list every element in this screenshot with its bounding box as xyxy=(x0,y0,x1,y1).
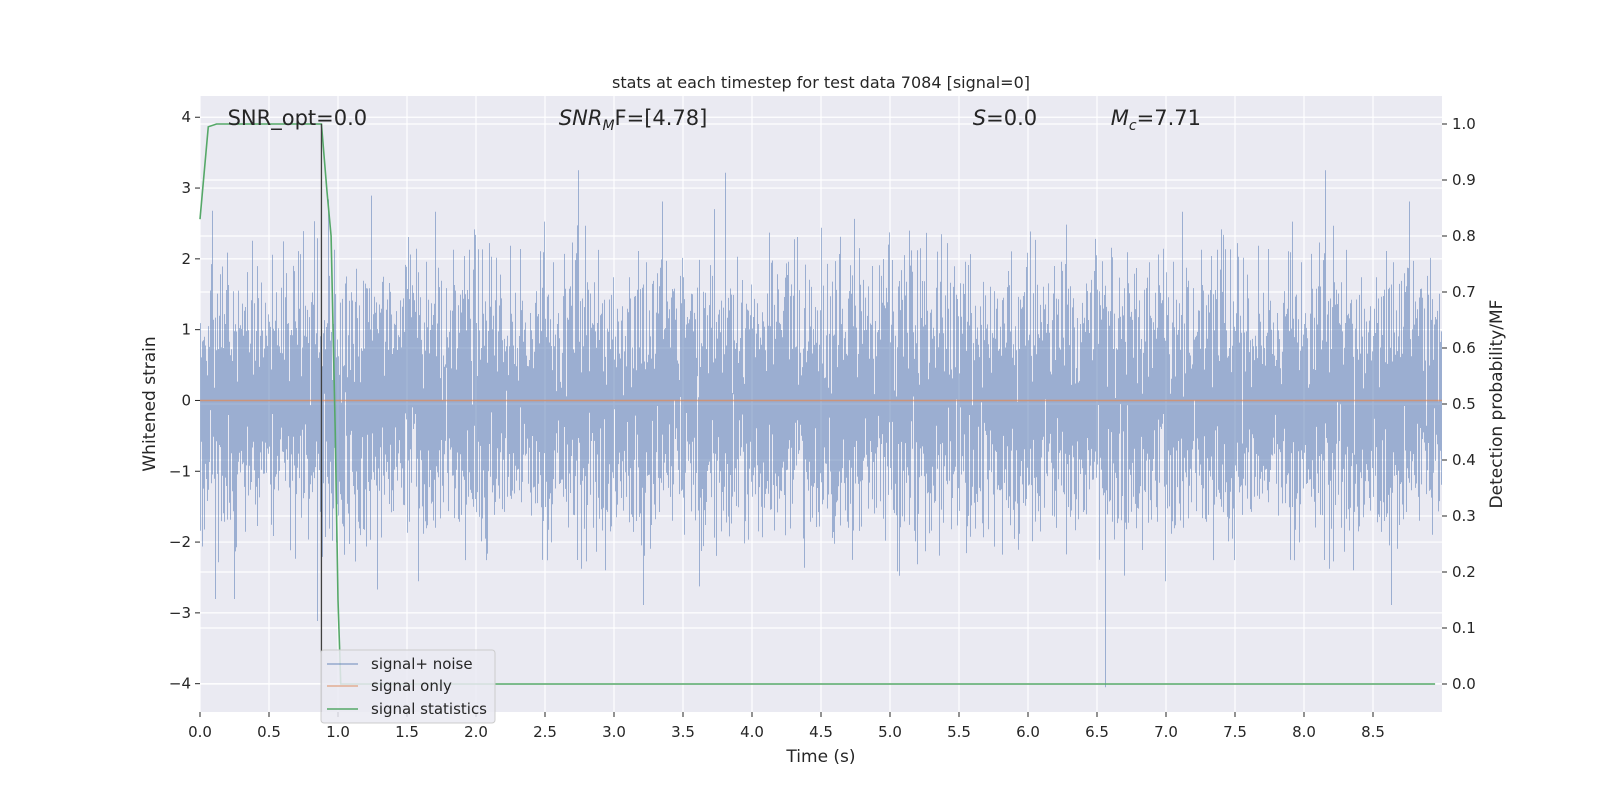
x-axis-label: Time (s) xyxy=(785,747,855,767)
annotation-3: Mc=7.71 xyxy=(1111,106,1201,134)
y2-tick-label-4: 0.4 xyxy=(1452,451,1476,469)
x-tick-label-5: 2.5 xyxy=(533,723,557,741)
y-axis-label: Whitened strain xyxy=(140,336,160,471)
x-tick-label-2: 1.0 xyxy=(326,723,350,741)
annotation-1: SNRMF=[4.78] xyxy=(559,106,708,134)
y2-tick-label-0: 0.0 xyxy=(1452,675,1476,693)
y-tick-label-1: −3 xyxy=(169,604,191,622)
y-tick-label-0: −4 xyxy=(169,675,191,693)
legend: signal+ noise signal only signal statist… xyxy=(321,650,495,723)
annotation-0: SNR_opt=0.0 xyxy=(228,106,368,131)
legend-label-signal-only: signal only xyxy=(371,677,452,695)
y-tick-label-3: −1 xyxy=(169,462,191,480)
chart-title: stats at each timestep for test data 708… xyxy=(612,73,1030,92)
x-tick-label-1: 0.5 xyxy=(257,723,281,741)
x-tick-label-0: 0.0 xyxy=(188,723,212,741)
x-tick-label-15: 7.5 xyxy=(1223,723,1247,741)
legend-label-signal-statistics: signal statistics xyxy=(371,700,487,718)
x-tick-label-8: 4.0 xyxy=(740,723,764,741)
y-tick-label-6: 2 xyxy=(181,250,191,268)
y-tick-label-2: −2 xyxy=(169,533,191,551)
y-tick-label-5: 1 xyxy=(181,321,191,339)
y2-tick-label-6: 0.6 xyxy=(1452,339,1476,357)
x-tick-label-9: 4.5 xyxy=(809,723,833,741)
x-tick-label-12: 6.0 xyxy=(1016,723,1040,741)
y-tick-label-4: 0 xyxy=(181,391,191,409)
y-tick-label-8: 4 xyxy=(181,108,191,126)
x-tick-label-4: 2.0 xyxy=(464,723,488,741)
y2-tick-label-10: 1.0 xyxy=(1452,115,1476,133)
x-tick-label-14: 7.0 xyxy=(1154,723,1178,741)
x-tick-label-7: 3.5 xyxy=(671,723,695,741)
x-tick-label-6: 3.0 xyxy=(602,723,626,741)
x-tick-label-17: 8.5 xyxy=(1361,723,1385,741)
x-tick-label-13: 6.5 xyxy=(1085,723,1109,741)
y2-tick-label-8: 0.8 xyxy=(1452,227,1476,245)
x-tick-label-10: 5.0 xyxy=(878,723,902,741)
y2-tick-label-5: 0.5 xyxy=(1452,395,1476,413)
y2-tick-label-1: 0.1 xyxy=(1452,619,1476,637)
y2-tick-label-2: 0.2 xyxy=(1452,563,1476,581)
y2-axis-label: Detection probability/MF xyxy=(1487,300,1507,509)
x-tick-label-3: 1.5 xyxy=(395,723,419,741)
legend-label-signal-noise: signal+ noise xyxy=(371,655,473,673)
y2-tick-label-3: 0.3 xyxy=(1452,507,1476,525)
annotation-2: S=0.0 xyxy=(973,106,1037,130)
x-tick-label-16: 8.0 xyxy=(1292,723,1316,741)
x-tick-label-11: 5.5 xyxy=(947,723,971,741)
y-tick-label-7: 3 xyxy=(181,179,191,197)
y2-tick-label-7: 0.7 xyxy=(1452,283,1476,301)
y2-tick-label-9: 0.9 xyxy=(1452,171,1476,189)
